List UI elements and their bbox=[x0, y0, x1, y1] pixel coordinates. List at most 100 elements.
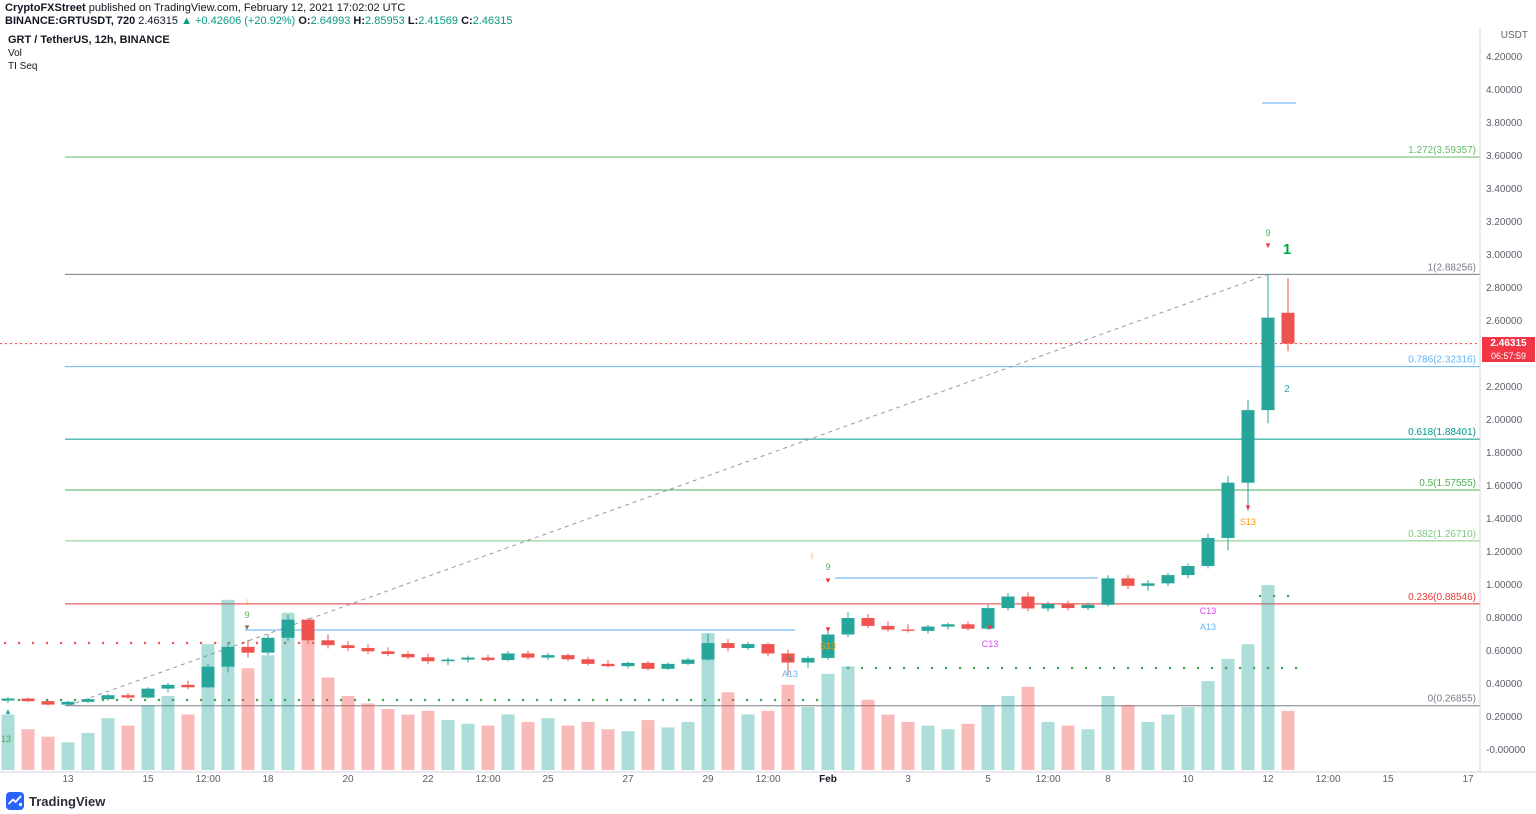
volume-bar bbox=[1261, 585, 1275, 770]
candle-body bbox=[1021, 596, 1035, 609]
tradingview-logo-text: TradingView bbox=[29, 793, 106, 809]
time-tick: 5 bbox=[985, 774, 991, 785]
price-tick: 1.00000 bbox=[1486, 580, 1523, 591]
candle-body bbox=[561, 655, 575, 660]
indicator-ti-seq[interactable]: TI Seq bbox=[8, 61, 38, 72]
volume-bar bbox=[981, 705, 995, 770]
time-tick: Feb bbox=[819, 774, 837, 785]
volume-bar bbox=[501, 714, 515, 770]
candle-body bbox=[601, 663, 615, 667]
candle-body bbox=[821, 634, 835, 658]
price-tick: 0.80000 bbox=[1486, 613, 1523, 624]
volume-bar bbox=[701, 633, 715, 770]
candle-body bbox=[521, 653, 535, 658]
candle-body bbox=[1181, 566, 1195, 576]
volume-bar bbox=[81, 733, 95, 770]
price-tick: 4.00000 bbox=[1486, 85, 1523, 96]
candle-body bbox=[1221, 482, 1235, 538]
volume-bar bbox=[1061, 725, 1075, 770]
volume-bar bbox=[441, 720, 455, 770]
volume-bar bbox=[101, 718, 115, 770]
candle-body bbox=[1161, 575, 1175, 584]
volume-bar bbox=[961, 723, 975, 770]
fib-label: 0(0.26855) bbox=[1428, 694, 1476, 705]
volume-bar bbox=[121, 725, 135, 770]
candle-body bbox=[401, 653, 415, 658]
volume-bar bbox=[821, 673, 835, 770]
candle-body bbox=[1, 698, 15, 701]
candle-body bbox=[201, 666, 215, 688]
candle-body bbox=[341, 645, 355, 649]
candle-body bbox=[661, 663, 675, 669]
volume-bar bbox=[921, 725, 935, 770]
time-tick: 12:00 bbox=[475, 774, 501, 785]
fib-label: 0.382(1.26710) bbox=[1408, 529, 1476, 540]
quote-segment: H: bbox=[350, 15, 366, 27]
tradingview-logo-icon bbox=[6, 792, 24, 810]
td-marker: ▼ bbox=[1264, 241, 1272, 250]
price-tick: 1.20000 bbox=[1486, 547, 1523, 558]
top-strip: CryptoFXStreet published on TradingView.… bbox=[0, 0, 1536, 28]
time-tick: 15 bbox=[1382, 774, 1394, 785]
td-marker: ▼ bbox=[243, 623, 251, 632]
volume-bar bbox=[1141, 721, 1155, 770]
last-price-badge: 2.46315 bbox=[1482, 336, 1535, 350]
time-tick: 15 bbox=[142, 774, 154, 785]
time-axis[interactable]: 13 15 12:00 18 20 22 12:00 25 27 29 12:00 Feb 3 5 12:0… bbox=[0, 774, 1480, 790]
volume-bar bbox=[281, 612, 295, 770]
candle-body bbox=[141, 688, 155, 698]
time-tick: 10 bbox=[1182, 774, 1194, 785]
candle-body bbox=[801, 657, 815, 663]
candle-body bbox=[961, 624, 975, 629]
volume-bar bbox=[601, 729, 615, 770]
time-tick: 17 bbox=[1462, 774, 1474, 785]
candle-body bbox=[21, 698, 35, 702]
volume-bar bbox=[181, 714, 195, 770]
time-tick: 12:00 bbox=[755, 774, 781, 785]
candle-body bbox=[921, 626, 935, 631]
candle-body bbox=[701, 643, 715, 660]
td-marker: ▼ bbox=[1244, 503, 1252, 512]
price-axis[interactable]: USDT 2.46315 06:57:59 4.20000 4.00000 3.80… bbox=[1481, 28, 1536, 774]
time-tick: 20 bbox=[342, 774, 354, 785]
candle-body bbox=[861, 618, 875, 626]
tradingview-logo[interactable]: TradingView bbox=[6, 792, 105, 810]
volume-bar bbox=[621, 731, 635, 770]
td-marker: 2 bbox=[1284, 384, 1290, 395]
volume-bar bbox=[461, 723, 475, 770]
td-marker: ▼ bbox=[824, 576, 832, 585]
td-marker: 9 bbox=[244, 610, 249, 620]
candle-body bbox=[721, 643, 735, 649]
volume-bar bbox=[741, 714, 755, 770]
price-tick: 3.40000 bbox=[1486, 184, 1523, 195]
price-tick: 0.20000 bbox=[1486, 712, 1523, 723]
volume-bar bbox=[161, 696, 175, 770]
candle-body bbox=[761, 644, 775, 654]
quote-segment: 2.46315 bbox=[135, 15, 182, 27]
td-marker: S13 bbox=[1240, 517, 1256, 527]
indicator-vol[interactable]: Vol bbox=[8, 48, 22, 59]
chart-legend-title[interactable]: GRT / TetherUS, 12h, BINANCE bbox=[8, 34, 170, 46]
quote-segment: 2.41569 bbox=[418, 15, 459, 27]
price-tick: 0.60000 bbox=[1486, 646, 1523, 657]
quote-segment: C: bbox=[458, 15, 473, 27]
candle-body bbox=[641, 662, 655, 669]
candle-body bbox=[61, 701, 75, 705]
quote-segment: ▲ +0.42606 (+20.92%) bbox=[181, 15, 296, 27]
price-tick: 2.20000 bbox=[1486, 382, 1523, 393]
td-marker: ▼ bbox=[824, 625, 832, 634]
candle-body bbox=[1041, 603, 1055, 609]
quote-segment: O: bbox=[295, 15, 311, 27]
volume-bar bbox=[661, 727, 675, 770]
price-tick: 3.60000 bbox=[1486, 151, 1523, 162]
volume-bar bbox=[681, 721, 695, 770]
price-tick: 1.40000 bbox=[1486, 514, 1523, 525]
price-tick: 0.40000 bbox=[1486, 679, 1523, 690]
volume-bar bbox=[421, 710, 435, 770]
chart-legend[interactable]: GRT / TetherUS, 12h, BINANCE Vol TI Seq bbox=[8, 33, 170, 73]
price-tick: 2.00000 bbox=[1486, 415, 1523, 426]
volume-bar bbox=[301, 625, 315, 770]
candle-body bbox=[621, 662, 635, 667]
candle-body bbox=[781, 653, 795, 663]
